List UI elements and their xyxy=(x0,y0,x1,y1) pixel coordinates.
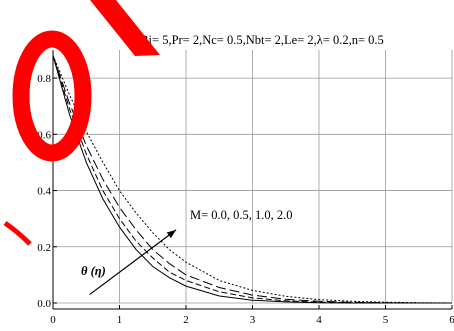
parameter-annotation: M= 0.0, 0.5, 1.0, 2.0 xyxy=(190,208,293,222)
chart-title: Bi= 5,Pr= 2,Nc= 0.5,Nbt= 2,Le= 2,λ= 0.2,… xyxy=(140,33,384,47)
x-tick-label: 3 xyxy=(250,314,256,326)
x-tick-label: 5 xyxy=(383,314,389,326)
x-tick-label: 0 xyxy=(50,314,56,326)
curve-label: θ (η) xyxy=(81,264,106,278)
y-tick-label: 0.0 xyxy=(37,298,51,310)
y-tick-label: 0.4 xyxy=(37,186,51,198)
x-tick-label: 6 xyxy=(449,314,454,326)
x-tick-label: 1 xyxy=(117,314,123,326)
x-tick-label: 4 xyxy=(316,314,322,326)
x-tick-label: 2 xyxy=(183,314,189,326)
y-tick-label: 0.2 xyxy=(37,242,51,254)
y-tick-label: 0.8 xyxy=(37,73,51,85)
